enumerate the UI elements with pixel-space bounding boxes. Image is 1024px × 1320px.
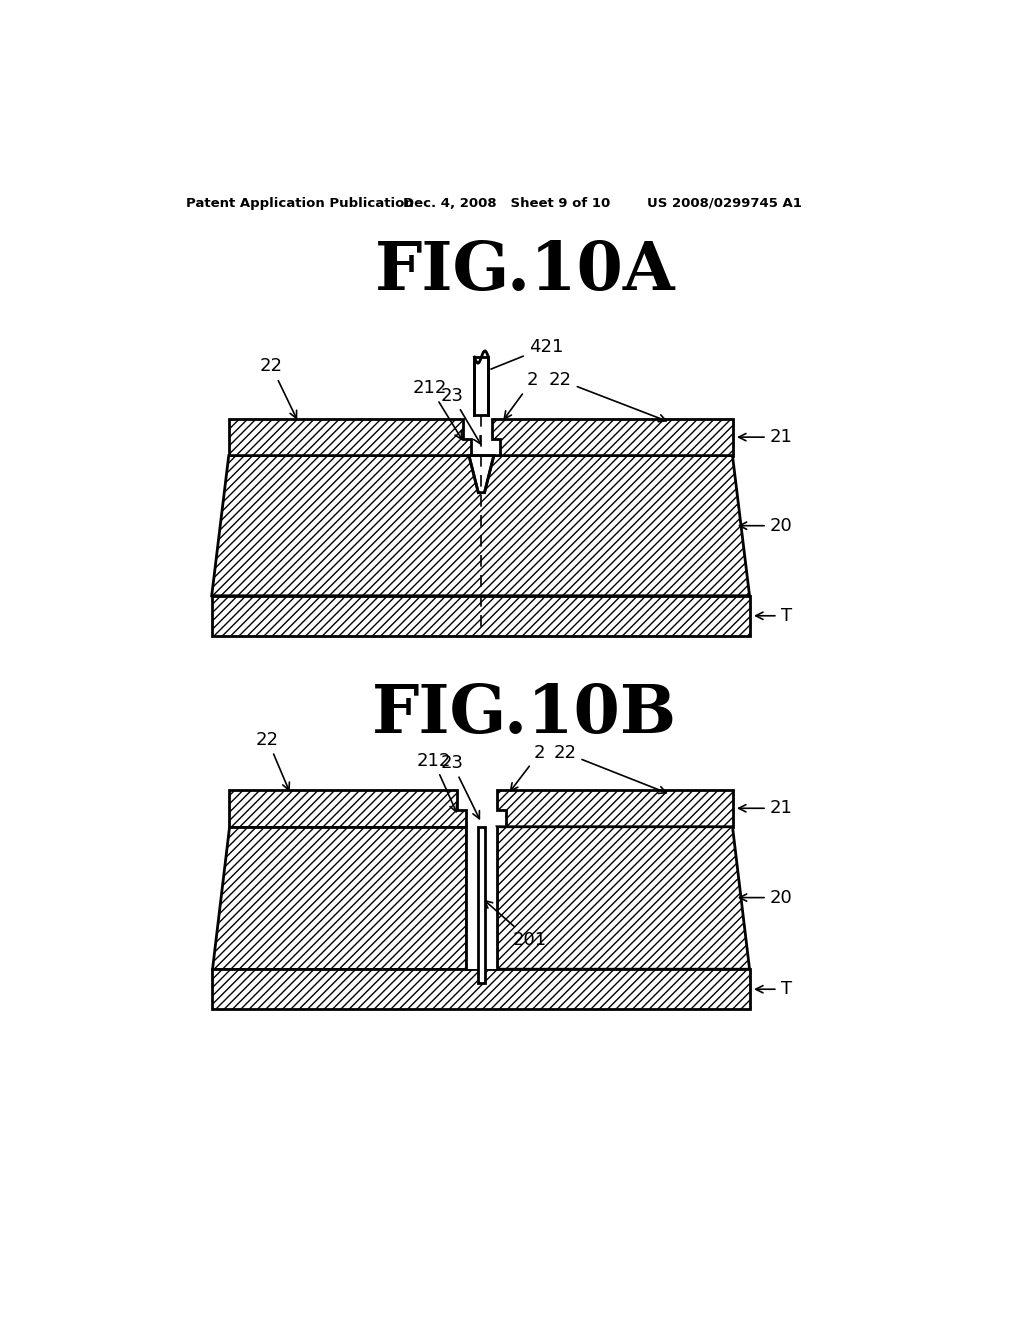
Text: 22: 22 xyxy=(549,371,667,421)
Text: Patent Application Publication: Patent Application Publication xyxy=(186,197,414,210)
Text: 20: 20 xyxy=(739,516,793,535)
Text: 21: 21 xyxy=(738,800,793,817)
Text: 212: 212 xyxy=(413,379,462,440)
Text: 212: 212 xyxy=(416,751,457,812)
Polygon shape xyxy=(469,455,494,492)
Bar xyxy=(477,826,485,983)
Text: 2: 2 xyxy=(504,371,539,418)
Polygon shape xyxy=(212,826,466,969)
Text: FIG.10A: FIG.10A xyxy=(375,239,675,304)
Text: 22: 22 xyxy=(260,358,297,418)
Text: 23: 23 xyxy=(440,754,479,818)
Text: US 2008/0299745 A1: US 2008/0299745 A1 xyxy=(647,197,802,210)
Text: T: T xyxy=(756,607,792,624)
Polygon shape xyxy=(212,455,750,595)
Text: T: T xyxy=(756,981,792,998)
Bar xyxy=(212,969,750,1010)
Bar xyxy=(474,358,488,414)
Text: 20: 20 xyxy=(739,888,793,907)
Text: 421: 421 xyxy=(490,338,563,370)
Text: 22: 22 xyxy=(256,731,290,791)
Polygon shape xyxy=(497,789,732,826)
Polygon shape xyxy=(493,418,732,455)
Text: FIG.10B: FIG.10B xyxy=(373,682,677,747)
Text: 22: 22 xyxy=(554,744,667,793)
Polygon shape xyxy=(497,826,750,969)
Text: 201: 201 xyxy=(485,900,547,949)
Polygon shape xyxy=(228,418,471,455)
Bar xyxy=(212,595,750,636)
Text: 2: 2 xyxy=(511,744,545,791)
Text: 23: 23 xyxy=(440,387,480,444)
Bar xyxy=(466,826,497,969)
Text: 21: 21 xyxy=(738,428,793,446)
Text: Dec. 4, 2008   Sheet 9 of 10: Dec. 4, 2008 Sheet 9 of 10 xyxy=(403,197,610,210)
Polygon shape xyxy=(228,789,466,826)
